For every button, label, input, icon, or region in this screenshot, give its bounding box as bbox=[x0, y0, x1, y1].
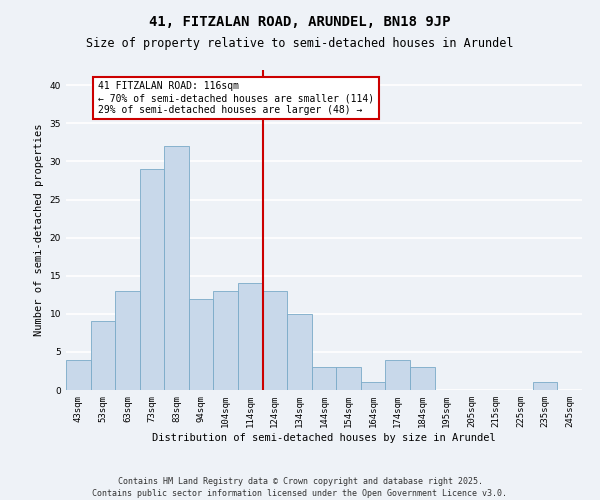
Bar bbox=[238, 284, 263, 390]
Text: 41 FITZALAN ROAD: 116sqm
← 70% of semi-detached houses are smaller (114)
29% of : 41 FITZALAN ROAD: 116sqm ← 70% of semi-d… bbox=[98, 82, 374, 114]
Text: 41, FITZALAN ROAD, ARUNDEL, BN18 9JP: 41, FITZALAN ROAD, ARUNDEL, BN18 9JP bbox=[149, 15, 451, 29]
Bar bbox=[287, 314, 312, 390]
Text: Size of property relative to semi-detached houses in Arundel: Size of property relative to semi-detach… bbox=[86, 38, 514, 51]
Bar bbox=[336, 367, 361, 390]
Bar bbox=[66, 360, 91, 390]
Bar bbox=[214, 291, 238, 390]
Bar bbox=[115, 291, 140, 390]
Bar bbox=[385, 360, 410, 390]
Y-axis label: Number of semi-detached properties: Number of semi-detached properties bbox=[34, 124, 44, 336]
Bar bbox=[410, 367, 434, 390]
Bar bbox=[140, 169, 164, 390]
Bar bbox=[263, 291, 287, 390]
Bar bbox=[533, 382, 557, 390]
X-axis label: Distribution of semi-detached houses by size in Arundel: Distribution of semi-detached houses by … bbox=[152, 432, 496, 442]
Text: Contains HM Land Registry data © Crown copyright and database right 2025.
Contai: Contains HM Land Registry data © Crown c… bbox=[92, 476, 508, 498]
Bar bbox=[91, 322, 115, 390]
Bar bbox=[312, 367, 336, 390]
Bar bbox=[189, 298, 214, 390]
Bar bbox=[361, 382, 385, 390]
Bar bbox=[164, 146, 189, 390]
